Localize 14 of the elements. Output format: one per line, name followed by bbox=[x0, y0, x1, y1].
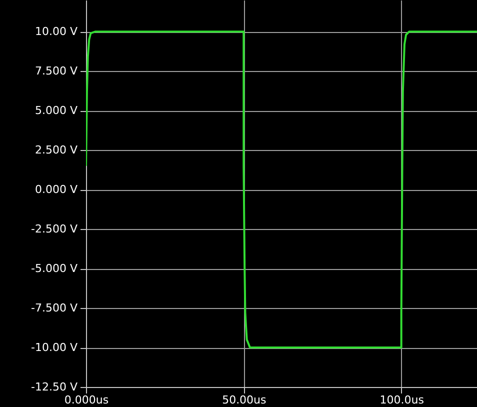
y-tick-label: -10.00 V bbox=[31, 341, 78, 354]
y-tick-label: 0.000 V bbox=[34, 183, 78, 196]
y-tick-label: 10.00 V bbox=[34, 25, 78, 38]
line-series bbox=[86, 30, 477, 349]
y-tick-label: 7.500 V bbox=[34, 64, 78, 78]
x-tick-label: 50.00us bbox=[222, 394, 267, 406]
y-tick-label: 2.500 V bbox=[34, 144, 78, 157]
y-tick-label: -5.000 V bbox=[31, 262, 78, 276]
y-tick-label: -12.50 V bbox=[31, 380, 78, 394]
y-tick-label: -7.500 V bbox=[31, 302, 78, 315]
x-tick-label: 100.0us bbox=[380, 394, 424, 406]
x-tick-label: 0.000us bbox=[64, 394, 109, 406]
y-tick-label: 5.000 V bbox=[34, 104, 78, 118]
y-tick-label: -2.500 V bbox=[31, 222, 78, 236]
